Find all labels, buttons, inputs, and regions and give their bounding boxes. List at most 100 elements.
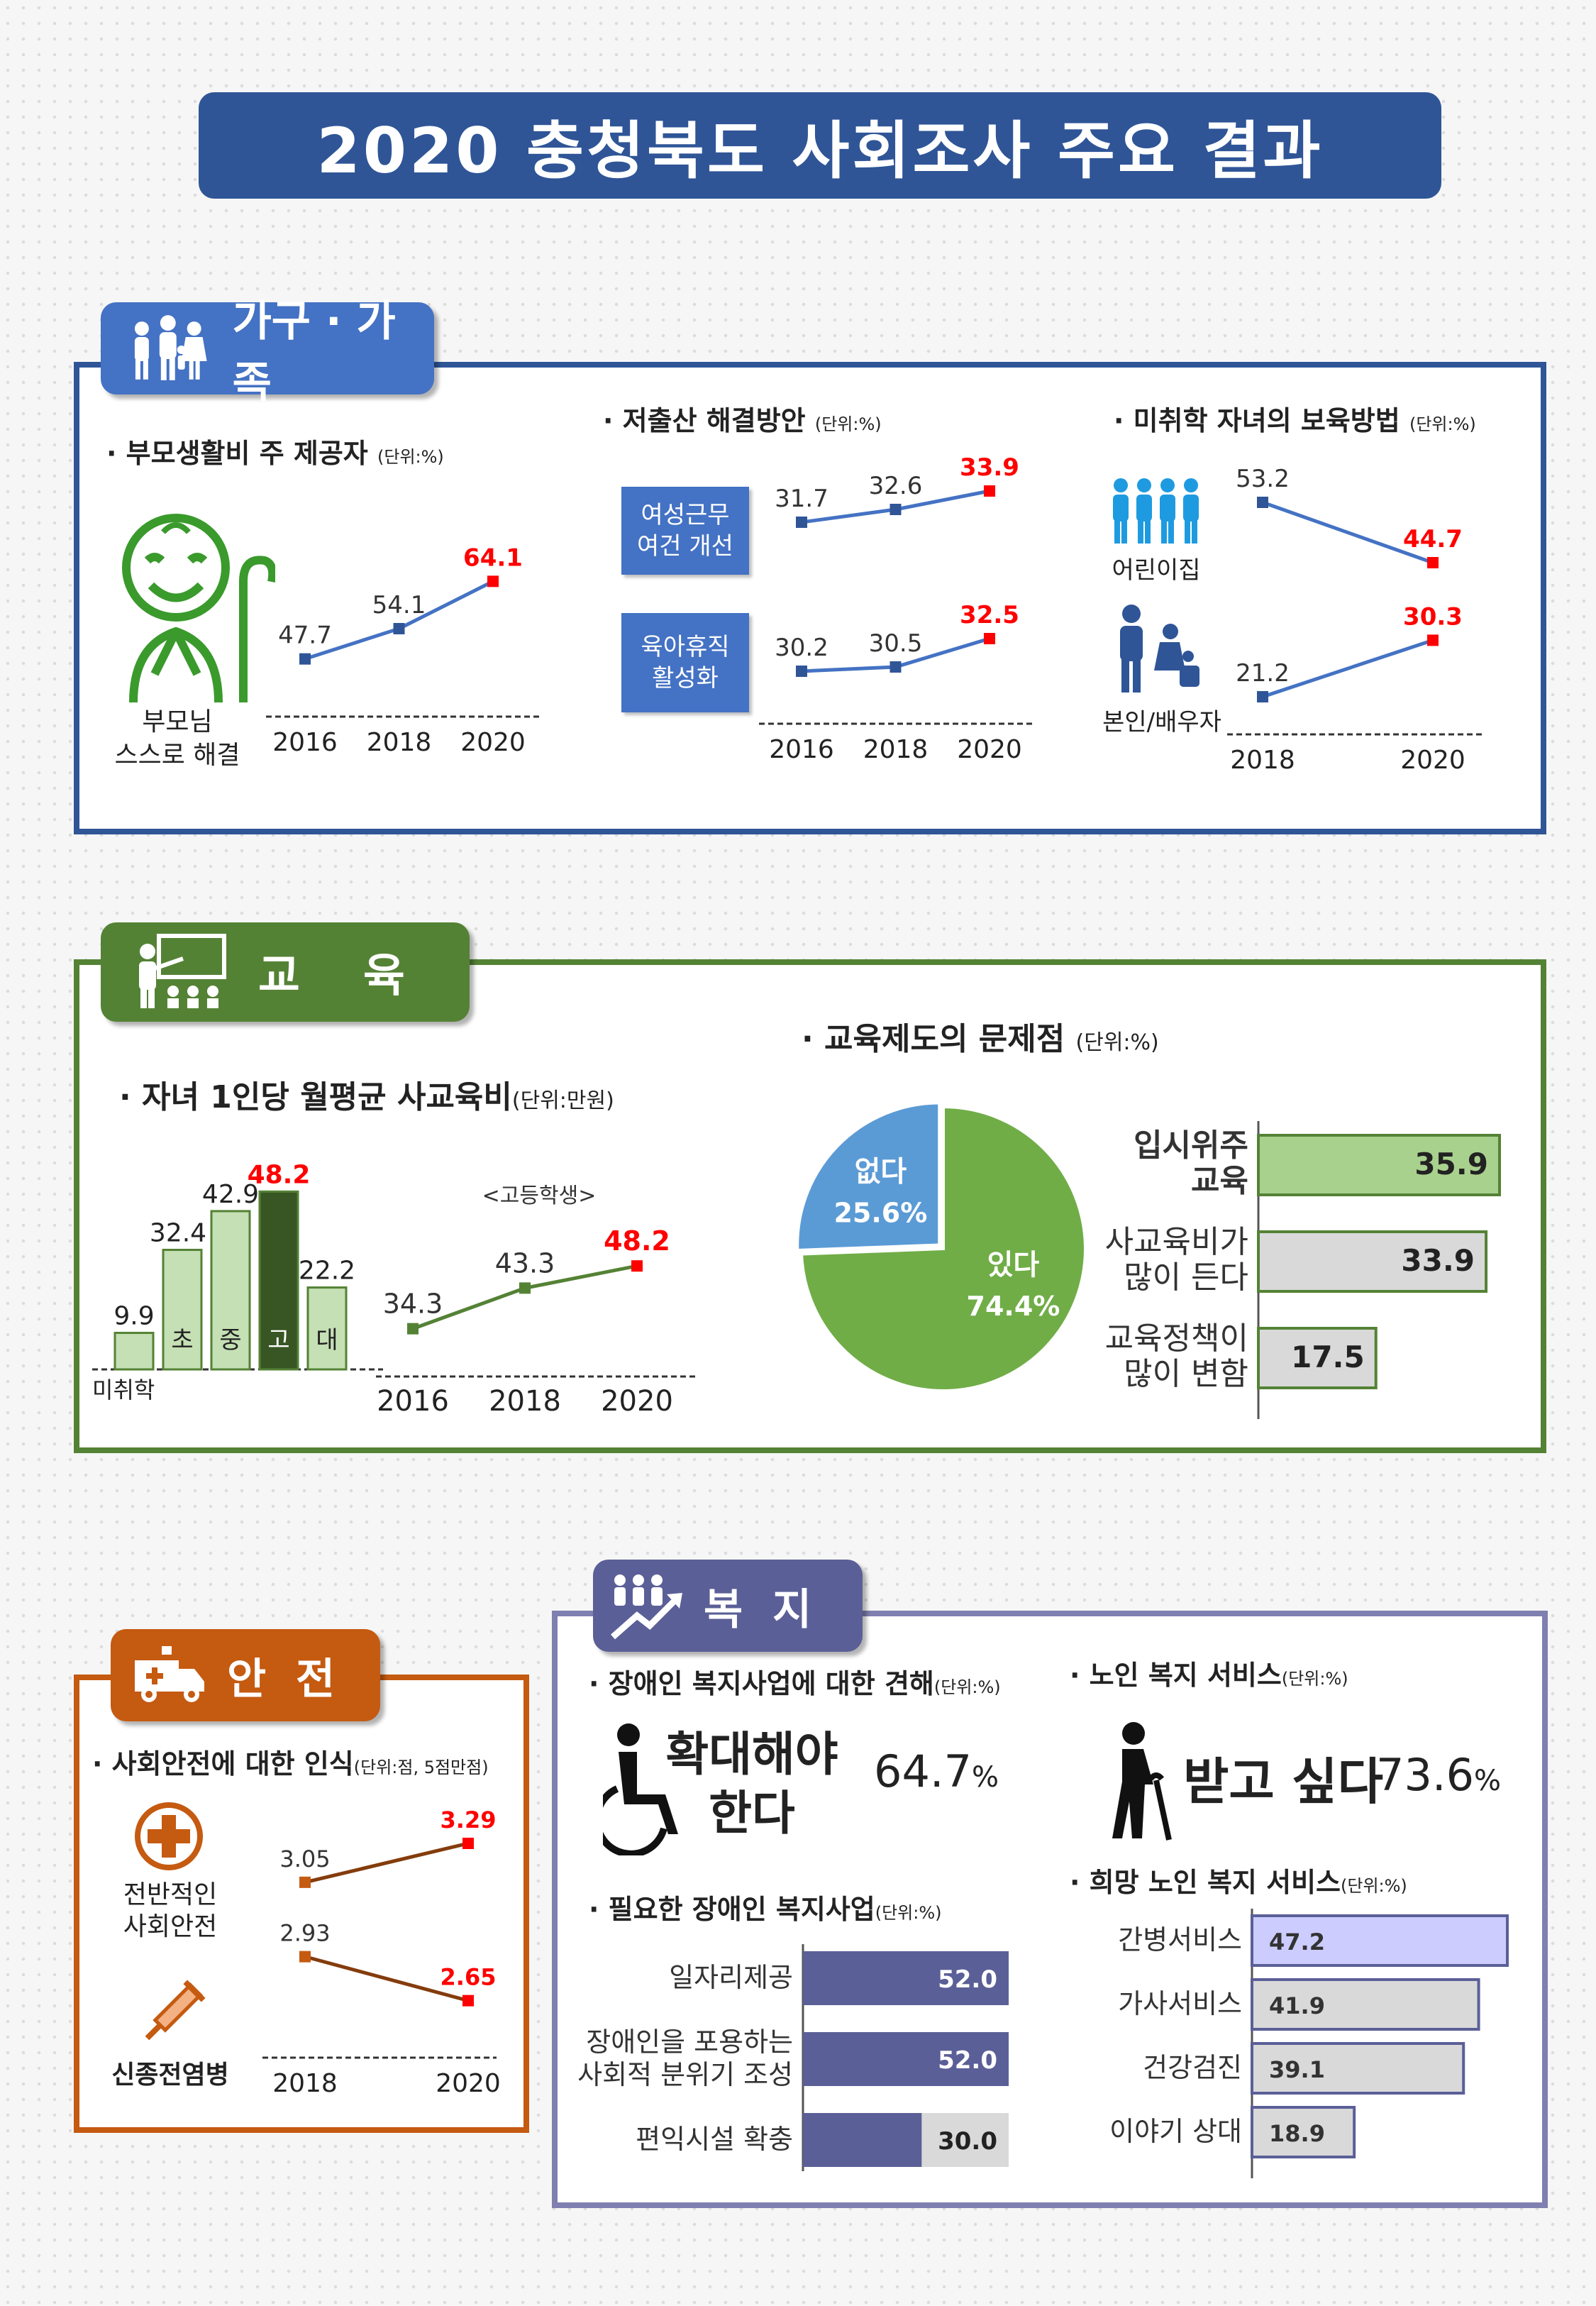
data-point [796, 666, 807, 677]
x-tick-label: 2020 [460, 728, 526, 757]
data-point [984, 633, 995, 644]
data-label: 21.2 [1236, 659, 1290, 688]
pie-slice [796, 1101, 941, 1252]
data-point [462, 1838, 474, 1849]
x-tick-label: 2018 [367, 728, 432, 757]
data-label: 32.5 [960, 601, 1019, 629]
series-line [304, 1841, 469, 1885]
bar-category: 일자리제공 [669, 1962, 793, 1993]
bar-category: 이야기 상대 [1109, 2116, 1242, 2147]
data-label: 3.05 [279, 1846, 330, 1872]
x-tick-label: 2020 [957, 735, 1022, 764]
birth-heading: · 저출산 해결방안 (단위:%) [603, 405, 882, 436]
data-point [393, 623, 405, 634]
data-label: 31.7 [775, 485, 829, 513]
safety-label-1: 전반적인 사회안전 [123, 1880, 218, 1941]
data-label: 3.29 [440, 1806, 497, 1833]
bar [1251, 2106, 1356, 2158]
bar-category: 입시위주 [1134, 1127, 1248, 1164]
x-tick-label: 2016 [769, 735, 834, 764]
data-point [631, 1260, 643, 1272]
data-point [984, 485, 995, 497]
data-point [299, 653, 311, 665]
parents-heading: · 부모생활비 주 제공자 (단위:%) [106, 438, 444, 469]
data-point [890, 661, 902, 673]
bar-category: 사교육비가 [1105, 1224, 1248, 1260]
education-tab-label: 교 육 [258, 950, 405, 1003]
bar [1257, 1134, 1501, 1196]
data-label: 64.1 [463, 544, 523, 572]
family-tab-label: 가구 · 가족 [232, 297, 396, 408]
data-label: 43.3 [495, 1247, 555, 1279]
x-tick-label: 2016 [377, 1385, 449, 1418]
bar [1251, 1978, 1480, 2031]
welfare-tab-label: 복 지 [704, 1584, 812, 1635]
syringe-icon [145, 1980, 206, 2041]
care-heading: · 미취학 자녀의 보육방법 (단위:%) [1114, 405, 1476, 436]
children-icon [1113, 478, 1199, 544]
edu-problem-heading: · 교육제도의 문제점 (단위:%) [802, 1021, 1159, 1057]
data-point [462, 1995, 474, 2007]
wheelchair-icon [603, 1723, 678, 1855]
welfare-tab: 복 지 [593, 1560, 863, 1652]
family-panel [74, 362, 1546, 834]
safety-label-2: 신종전염병 [111, 2060, 229, 2090]
bar-value: 52.0 [938, 1965, 997, 1994]
birth-chart: 31.7 32.6 33.9 30.2 30.5 32.5 2016 2018 2020 [759, 453, 1036, 764]
bar [803, 2113, 922, 2167]
bar-value: 39.1 [1269, 2056, 1325, 2083]
bar [306, 1286, 348, 1371]
bar-category: 고 [267, 1326, 289, 1355]
senior-service-text: 받고 싶다 [1183, 1753, 1383, 1811]
ambulance-icon [135, 1646, 204, 1702]
safety-chart: 3.05 3.29 2.93 2.65 2018 2020 [262, 1806, 501, 2098]
bar-value: 47.2 [1269, 1929, 1325, 1955]
safety-tab-label: 안 전 [227, 1654, 336, 1704]
bar-value: 30.0 [938, 2127, 997, 2156]
family-tab: 가구 · 가족 [101, 297, 434, 408]
x-tick-label: 2020 [1400, 746, 1465, 775]
senior-service-heading: · 노인 복지 서비스(단위:%) [1070, 1660, 1348, 1691]
pie-slice [800, 1105, 1087, 1392]
safety-heading: · 사회안전에 대한 인식(단위:점, 5점만점) [92, 1748, 489, 1780]
bar-category: 많이 든다 [1124, 1259, 1248, 1296]
data-point [487, 575, 499, 587]
data-point [1427, 557, 1439, 568]
care-label-1: 어린이집 [1112, 556, 1201, 585]
series-line [1262, 639, 1434, 699]
bar-category: 가사서비스 [1118, 1988, 1242, 2019]
data-point [1427, 634, 1439, 646]
bar-value: 33.9 [1401, 1243, 1475, 1278]
wanted-senior-heading: · 희망 노인 복지 서비스(단위:%) [1070, 1867, 1407, 1898]
safety-cross-icon [135, 1802, 203, 1870]
data-label: 2.93 [279, 1920, 330, 1947]
bar-category: 중 [219, 1326, 241, 1355]
family-icon [134, 315, 207, 380]
bar [113, 1332, 155, 1371]
data-point [890, 504, 902, 515]
bar [803, 1951, 1009, 2005]
page-title: 2020 충청북도 사회조사 주요 결과 [199, 92, 1441, 199]
data-point [407, 1323, 419, 1335]
bar-category: 많이 변함 [1124, 1356, 1248, 1392]
senior-service-value: 73.6% [1376, 1749, 1502, 1801]
bar [1257, 1230, 1488, 1293]
safety-panel [74, 1675, 529, 2133]
bar-category: 미취학 [92, 1377, 155, 1403]
data-label: 2.65 [440, 1964, 497, 1991]
series-line [1262, 500, 1434, 565]
data-label: 30.3 [1403, 602, 1463, 631]
data-label: 44.7 [1403, 525, 1463, 553]
wanted-senior-chart: 간병서비스 47.2 가사서비스 41.9 건강검진 39.1 이야기 상대 18.9 [1109, 1909, 1509, 2178]
bar [1251, 2042, 1465, 2095]
bar [258, 1190, 299, 1371]
x-tick-label: 2018 [489, 1385, 561, 1418]
bar-value: 22.2 [299, 1257, 355, 1286]
care-label-2: 본인/배우자 [1102, 708, 1221, 737]
data-point [1257, 691, 1268, 702]
bar-value: 17.5 [1291, 1340, 1365, 1374]
birth-label-2: 육아휴직 활성화 [621, 613, 749, 712]
parents-chart: 47.7 54.1 64.1 2016 2018 2020 [266, 544, 539, 757]
